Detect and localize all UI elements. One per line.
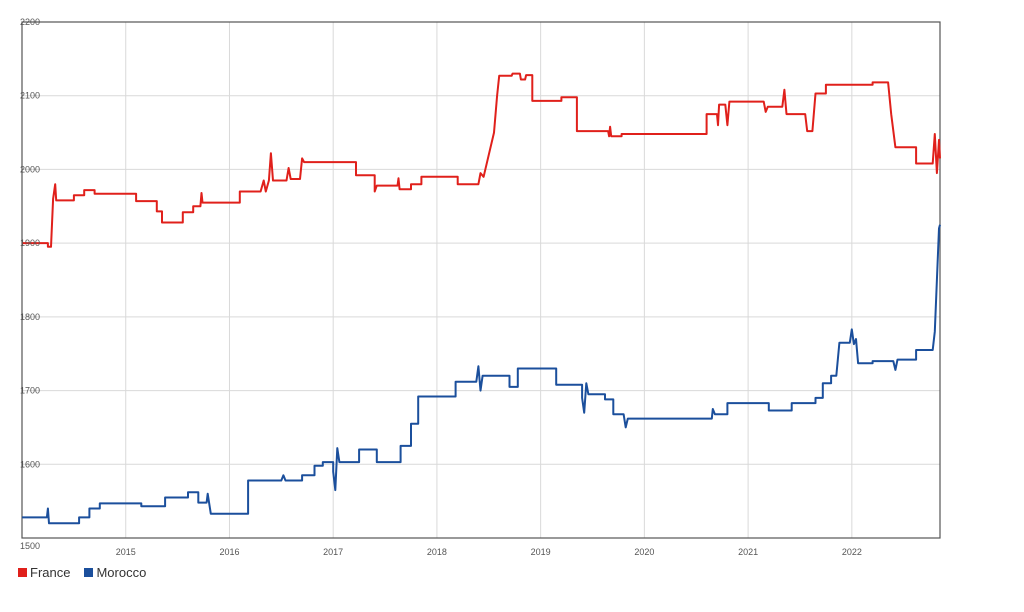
series-line-morocco xyxy=(22,224,941,525)
x-tick-label: 2019 xyxy=(531,547,551,557)
y-tick-label: 2200 xyxy=(20,17,40,27)
y-tick-label: 1500 xyxy=(20,541,40,551)
x-tick-label: 2016 xyxy=(219,547,239,557)
plot-frame xyxy=(21,21,941,539)
series-line-france xyxy=(22,72,941,248)
legend-item-france[interactable]: France xyxy=(18,565,70,580)
x-tick-label: 2015 xyxy=(116,547,136,557)
y-axis-ticks: 1500 1600 1700 1800 1900 2000 2100 2200 xyxy=(20,17,40,551)
y-tick-label: 1600 xyxy=(20,459,40,469)
legend-label-france: France xyxy=(30,565,71,580)
x-tick-label: 2020 xyxy=(634,547,654,557)
y-tick-label: 1700 xyxy=(20,386,40,396)
legend-label-morocco: Morocco xyxy=(96,565,147,580)
series-lines xyxy=(22,72,941,525)
y-tick-label: 2000 xyxy=(20,164,40,174)
legend: France Morocco xyxy=(18,565,146,580)
legend-swatch-morocco xyxy=(84,568,94,577)
gridlines xyxy=(22,22,940,538)
x-tick-label: 2021 xyxy=(738,547,758,557)
x-tick-label: 2022 xyxy=(842,547,862,557)
y-tick-label: 1900 xyxy=(20,238,40,248)
y-tick-label: 1800 xyxy=(20,312,40,322)
y-tick-label: 2100 xyxy=(20,91,40,101)
legend-item-morocco[interactable]: Morocco xyxy=(84,565,146,580)
x-tick-label: 2017 xyxy=(323,547,343,557)
x-axis-ticks: 2015 2016 2017 2018 2019 2020 2021 2022 xyxy=(116,547,862,557)
x-tick-label: 2018 xyxy=(427,547,447,557)
legend-swatch-france xyxy=(18,568,27,577)
